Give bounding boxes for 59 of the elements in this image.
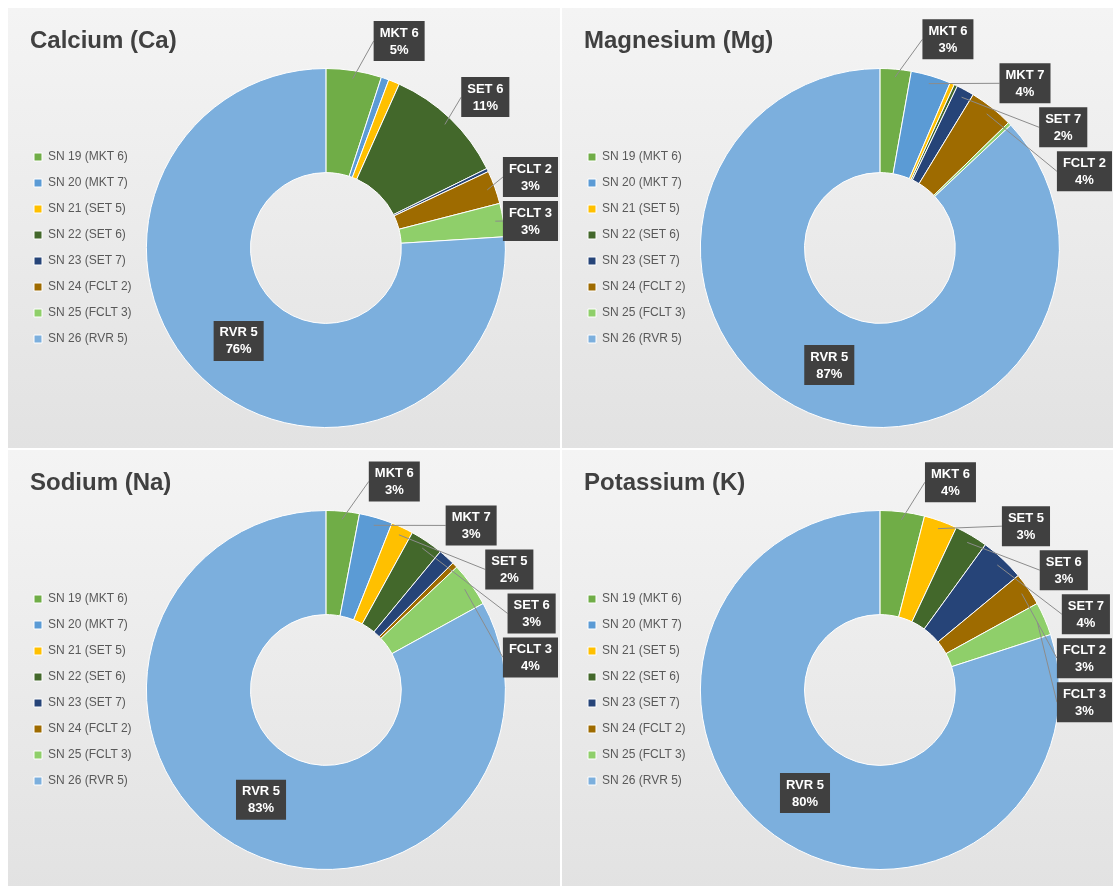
legend-label: SN 20 (MKT 7) bbox=[602, 617, 682, 632]
legend-label: SN 19 (MKT 6) bbox=[602, 591, 682, 606]
data-label: FCLT 2 3% bbox=[1062, 641, 1106, 674]
chart-title: Calcium (Ca) bbox=[30, 26, 177, 54]
data-label: SET 6 11% bbox=[467, 80, 504, 113]
legend-label: SN 22 (SET 6) bbox=[602, 227, 680, 242]
legend-label: SN 23 (SET 7) bbox=[602, 695, 680, 710]
legend-label: SN 24 (FCLT 2) bbox=[48, 721, 132, 736]
legend-label: SN 21 (SET 5) bbox=[602, 201, 680, 216]
legend-label: SN 26 (RVR 5) bbox=[48, 773, 128, 788]
legend-label: SN 26 (RVR 5) bbox=[602, 331, 682, 346]
legend-label: SN 24 (FCLT 2) bbox=[602, 721, 686, 736]
chart-title: Sodium (Na) bbox=[30, 468, 172, 496]
legend-label: SN 19 (MKT 6) bbox=[48, 591, 128, 606]
data-label: FCLT 3 4% bbox=[508, 641, 552, 674]
legend-label: SN 22 (SET 6) bbox=[48, 669, 126, 684]
data-label: MKT 7 3% bbox=[451, 509, 491, 542]
data-label: MKT 7 4% bbox=[1005, 66, 1045, 99]
data-label: SET 5 3% bbox=[1007, 509, 1045, 542]
legend-label: SN 21 (SET 5) bbox=[48, 201, 126, 216]
legend-label: SN 26 (RVR 5) bbox=[602, 773, 682, 788]
data-label: RVR 5 83% bbox=[241, 783, 281, 816]
legend-label: SN 25 (FCLT 3) bbox=[48, 305, 132, 320]
legend-label: SN 23 (SET 7) bbox=[602, 253, 680, 268]
legend-label: SN 19 (MKT 6) bbox=[602, 149, 682, 164]
legend-label: SN 24 (FCLT 2) bbox=[48, 279, 132, 294]
data-label: SET 6 3% bbox=[513, 597, 550, 630]
chart-title: Magnesium (Mg) bbox=[584, 26, 774, 54]
legend-label: SN 23 (SET 7) bbox=[48, 253, 126, 268]
legend-label: SN 20 (MKT 7) bbox=[48, 175, 128, 190]
legend-label: SN 22 (SET 6) bbox=[602, 669, 680, 684]
legend-label: SN 21 (SET 5) bbox=[48, 643, 126, 658]
legend-label: SN 25 (FCLT 3) bbox=[602, 747, 686, 762]
data-label: RVR 5 76% bbox=[219, 324, 258, 357]
legend-label: SN 20 (MKT 7) bbox=[48, 617, 128, 632]
legend-label: SN 23 (SET 7) bbox=[48, 695, 126, 710]
legend-label: SN 21 (SET 5) bbox=[602, 643, 680, 658]
legend-label: SN 25 (FCLT 3) bbox=[602, 305, 686, 320]
legend-label: SN 24 (FCLT 2) bbox=[602, 279, 686, 294]
data-label: MKT 6 3% bbox=[928, 22, 968, 55]
data-label: RVR 5 87% bbox=[810, 348, 849, 381]
data-label: FCLT 3 3% bbox=[1062, 685, 1106, 718]
legend-label: SN 26 (RVR 5) bbox=[48, 331, 128, 346]
data-label: FCLT 2 3% bbox=[508, 160, 552, 193]
data-label: MKT 6 5% bbox=[379, 24, 419, 57]
data-label: FCLT 3 3% bbox=[508, 204, 552, 237]
data-label: MKT 6 4% bbox=[930, 465, 970, 498]
data-label: SET 6 3% bbox=[1045, 553, 1082, 586]
chart-title: Potassium (K) bbox=[584, 468, 746, 496]
legend-label: SN 22 (SET 6) bbox=[48, 227, 126, 242]
data-label: RVR 5 80% bbox=[785, 776, 825, 809]
legend-label: SN 20 (MKT 7) bbox=[602, 175, 682, 190]
legend-label: SN 25 (FCLT 3) bbox=[48, 747, 132, 762]
data-label: SET 7 4% bbox=[1067, 597, 1104, 630]
data-label: SET 7 2% bbox=[1045, 110, 1082, 143]
data-label: SET 5 2% bbox=[491, 553, 528, 586]
data-label: FCLT 2 4% bbox=[1062, 154, 1106, 187]
legend-label: SN 19 (MKT 6) bbox=[48, 149, 128, 164]
data-label: MKT 6 3% bbox=[374, 465, 414, 498]
